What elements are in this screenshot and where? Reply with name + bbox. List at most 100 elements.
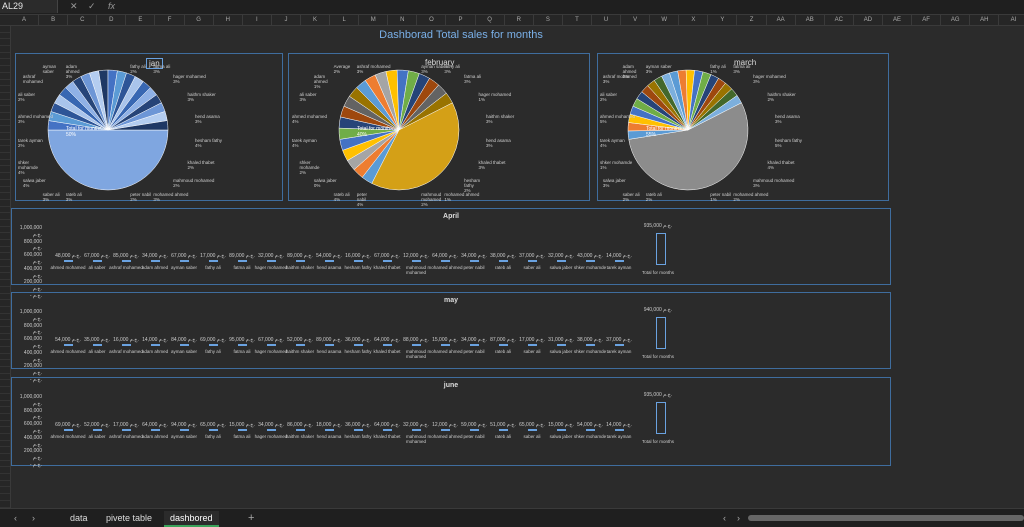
column-header-cell[interactable]: S — [534, 15, 563, 25]
row-header-cell[interactable] — [0, 200, 10, 207]
row-header-cell[interactable] — [0, 441, 10, 448]
row-header-cell[interactable] — [0, 387, 10, 394]
row-header-cell[interactable] — [0, 227, 10, 234]
column-header-cell[interactable]: AE — [883, 15, 913, 25]
column-header-cell[interactable]: Y — [708, 15, 738, 25]
row-header-cell[interactable] — [0, 421, 10, 428]
column-header-cell[interactable]: L — [330, 15, 360, 25]
column-header-cell[interactable]: AF — [912, 15, 942, 25]
name-box[interactable]: AL29 — [0, 0, 58, 13]
row-header-cell[interactable] — [0, 380, 10, 388]
row-header-cell[interactable] — [0, 273, 10, 281]
row-header-cell[interactable] — [0, 126, 10, 133]
column-header-cell[interactable]: AB — [796, 15, 825, 25]
row-header-cell[interactable] — [0, 39, 10, 47]
add-sheet-button[interactable]: + — [248, 512, 255, 524]
row-header-cell[interactable] — [0, 267, 10, 274]
scroll-left-button[interactable]: ‹ — [723, 513, 726, 523]
row-header-cell[interactable] — [0, 86, 10, 93]
row-header-cell[interactable] — [0, 106, 10, 113]
row-header-cell[interactable] — [0, 146, 10, 154]
fx-icon[interactable]: fx — [108, 1, 116, 11]
tab-pivete-table[interactable]: pivete table — [106, 513, 153, 523]
row-header-cell[interactable] — [0, 434, 10, 441]
row-header-cell[interactable] — [0, 280, 10, 287]
row-header-cell[interactable] — [0, 294, 10, 301]
row-header-cell[interactable] — [0, 166, 10, 174]
row-header-cell[interactable] — [0, 220, 10, 227]
next-sheet-button[interactable]: › — [32, 513, 35, 523]
row-header-cell[interactable] — [0, 347, 10, 354]
bar-panel-april[interactable]: April 1,000,000 ج.م. 800,000 ج.م. 600,000 ج… — [11, 208, 891, 299]
bar-panel-june[interactable]: june 1,000,000 ج.م. 800,000 ج.م. 600,000 ج.… — [11, 377, 891, 468]
row-header-cell[interactable] — [0, 414, 10, 421]
row-header-cell[interactable] — [0, 374, 10, 381]
row-header-cell[interactable] — [0, 474, 10, 481]
row-header-cell[interactable] — [0, 100, 10, 107]
column-header-cell[interactable]: Q — [476, 15, 505, 25]
row-header-cell[interactable] — [0, 367, 10, 374]
row-header-cell[interactable] — [0, 180, 10, 187]
row-header-cell[interactable] — [0, 140, 10, 147]
column-header-cell[interactable]: AC — [825, 15, 854, 25]
formula-input[interactable] — [125, 0, 1024, 13]
row-header-cell[interactable] — [0, 120, 10, 127]
row-header-cell[interactable] — [0, 133, 10, 140]
row-header-cell[interactable] — [0, 247, 10, 254]
column-header-cell[interactable]: I — [243, 15, 272, 25]
row-header-cell[interactable] — [0, 394, 10, 401]
pie-panel-jan[interactable]: jan Total for months 50% ahmed mohamed 3%… — [15, 53, 283, 202]
column-header-cell[interactable]: F — [156, 15, 185, 25]
row-header-cell[interactable] — [0, 320, 10, 327]
row-header-cell[interactable] — [0, 314, 10, 321]
column-header-cell[interactable]: J — [272, 15, 301, 25]
row-header-cell[interactable] — [0, 153, 10, 160]
row-header-cell[interactable] — [0, 66, 10, 73]
row-header-cell[interactable] — [0, 340, 10, 347]
pie-panel-february[interactable]: february Total for months 40% ahmed moham… — [288, 53, 590, 207]
row-header-cell[interactable] — [0, 193, 10, 200]
row-header-cell[interactable] — [0, 334, 10, 341]
row-header-cell[interactable] — [0, 93, 10, 100]
row-header-cell[interactable] — [0, 501, 10, 508]
row-header-cell[interactable] — [0, 461, 10, 468]
confirm-icon[interactable]: ✓ — [88, 1, 96, 11]
prev-sheet-button[interactable]: ‹ — [14, 513, 17, 523]
column-header-cell[interactable]: K — [301, 15, 331, 25]
row-header-cell[interactable] — [0, 260, 10, 267]
row-header-cell[interactable] — [0, 213, 10, 220]
column-header-cell[interactable]: B — [39, 15, 69, 25]
column-header-cell[interactable]: Z — [738, 15, 767, 25]
bar-panel-may[interactable]: may 1,000,000 ج.م. 800,000 ج.م. 600,000 ج.م… — [11, 292, 891, 383]
row-header-cell[interactable] — [0, 407, 10, 414]
column-header-cell[interactable]: U — [592, 15, 622, 25]
row-header-cell[interactable] — [0, 401, 10, 408]
column-header-cell[interactable]: A — [10, 15, 40, 25]
column-header-cell[interactable]: W — [650, 15, 680, 25]
row-header-cell[interactable] — [0, 240, 10, 247]
column-header-cell[interactable]: AA — [767, 15, 796, 25]
row-header-cell[interactable] — [0, 187, 10, 194]
column-header-cell[interactable]: E — [126, 15, 156, 25]
column-header-cell[interactable]: T — [563, 15, 592, 25]
row-header-cell[interactable] — [0, 327, 10, 334]
row-header-cell[interactable] — [0, 307, 10, 314]
column-header-cell[interactable]: N — [388, 15, 418, 25]
row-header-cell[interactable] — [0, 427, 10, 434]
row-header-cell[interactable] — [0, 59, 10, 67]
row-header-cell[interactable] — [0, 467, 10, 475]
column-header-cell[interactable]: AD — [854, 15, 883, 25]
row-header-cell[interactable] — [0, 494, 10, 501]
row-header-cell[interactable] — [0, 53, 10, 60]
row-header-cell[interactable] — [0, 253, 10, 261]
column-header-cell[interactable]: O — [417, 15, 447, 25]
scroll-right-button[interactable]: › — [737, 513, 740, 523]
column-header-cell[interactable]: R — [505, 15, 534, 25]
row-header-cell[interactable] — [0, 454, 10, 461]
row-header-cell[interactable] — [0, 73, 10, 80]
row-header-cell[interactable] — [0, 33, 10, 40]
horizontal-scrollbar[interactable] — [748, 515, 1024, 521]
tab-data[interactable]: data — [70, 513, 88, 523]
column-header-cell[interactable]: AI — [999, 15, 1024, 25]
row-header-cell[interactable] — [0, 360, 10, 368]
